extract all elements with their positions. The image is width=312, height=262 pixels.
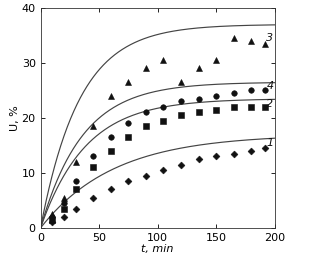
Text: 3: 3 [266,33,274,43]
Y-axis label: U, %: U, % [10,105,20,131]
Text: 4: 4 [266,81,274,91]
Text: 1: 1 [266,138,274,148]
X-axis label: t, min: t, min [141,244,174,254]
Text: 2: 2 [266,99,274,109]
